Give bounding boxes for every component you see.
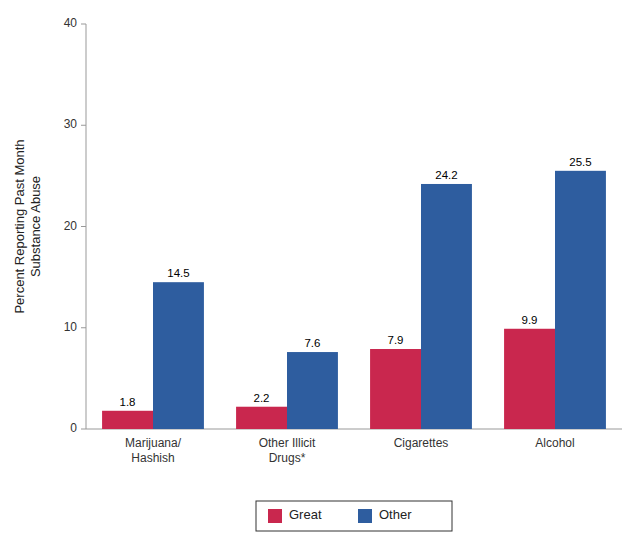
legend-swatch: [358, 509, 372, 523]
x-tick-label: Other IllicitDrugs*: [259, 436, 316, 465]
y-tick-label: 30: [64, 117, 78, 131]
background: [0, 0, 642, 541]
y-tick-label: 40: [64, 16, 78, 30]
y-tick: [81, 125, 86, 126]
y-tick: [81, 24, 86, 25]
data-label: 9.9: [522, 314, 538, 326]
y-tick-label: 10: [64, 320, 78, 334]
bar: [102, 411, 153, 429]
x-axis: Marijuana/Hashish Other IllicitDrugs* Ciga…: [86, 429, 622, 465]
y-tick: [81, 327, 86, 328]
data-label: 2.2: [254, 392, 270, 404]
bar: [153, 282, 204, 429]
data-label: 7.6: [304, 337, 320, 349]
y-tick-label: 20: [64, 219, 78, 233]
bar: [504, 329, 555, 429]
data-label: 7.9: [388, 334, 404, 346]
bar: [287, 352, 338, 429]
data-labels: 1.8 2.2 7.9 9.9 14.5 7.6 24.2 25.5: [120, 156, 592, 408]
bar: [236, 407, 287, 429]
y-tick: [81, 429, 86, 430]
x-tick-label: Marijuana/Hashish: [125, 436, 182, 465]
y-tick: [81, 226, 86, 227]
x-tick-label: Alcohol: [535, 436, 574, 450]
y-tick-label: 0: [70, 421, 77, 435]
bar: [421, 184, 472, 429]
legend: Great Other: [256, 501, 452, 531]
legend-label: Great: [289, 507, 322, 522]
chart-container: 0 10 20 30 40 Percent Reporting Past MonthSub…: [0, 0, 642, 541]
y-axis: 0 10 20 30 40: [64, 16, 86, 435]
bar: [370, 349, 421, 429]
data-label: 25.5: [569, 156, 591, 168]
legend-label: Other: [379, 507, 412, 522]
bars: [102, 171, 606, 429]
bar: [555, 171, 606, 429]
data-label: 1.8: [120, 396, 136, 408]
data-label: 14.5: [167, 267, 189, 279]
data-label: 24.2: [435, 169, 457, 181]
y-axis-title: Percent Reporting Past MonthSubstance Ab…: [12, 139, 43, 313]
chart: 0 10 20 30 40 Percent Reporting Past MonthSub…: [0, 0, 642, 541]
legend-swatch: [268, 509, 282, 523]
x-tick-label: Cigarettes: [394, 436, 449, 450]
legend-box: [256, 501, 452, 531]
